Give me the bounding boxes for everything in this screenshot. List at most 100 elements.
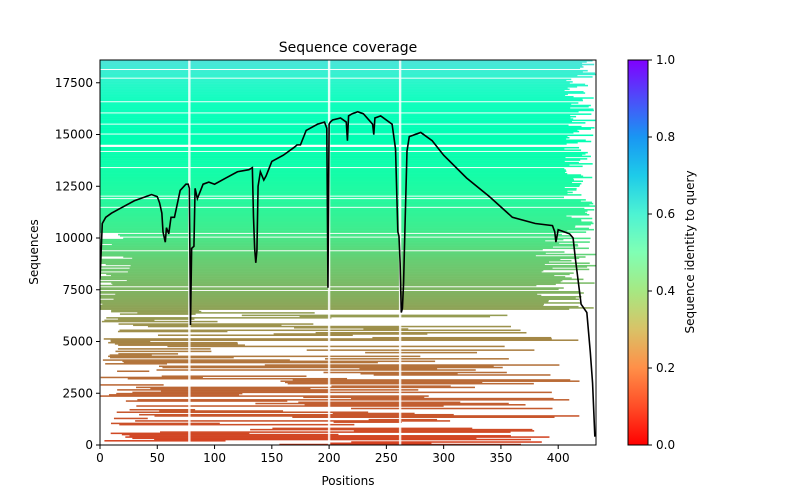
x-tick-label: 350 bbox=[489, 451, 512, 465]
coverage-row bbox=[100, 62, 583, 65]
coverage-row bbox=[136, 386, 475, 389]
coverage-row bbox=[113, 417, 148, 420]
coverage-row bbox=[100, 194, 582, 196]
coverage-row bbox=[299, 315, 491, 318]
coverage-row bbox=[100, 272, 574, 274]
coverage-row bbox=[105, 363, 168, 365]
coverage-row bbox=[118, 233, 562, 236]
coverage-row bbox=[100, 184, 580, 186]
coverage-row bbox=[255, 402, 509, 405]
x-axis-ticks: 0 50 100 150 200 250 300 350 400 bbox=[96, 445, 570, 465]
coverage-row bbox=[100, 204, 590, 206]
coverage-row bbox=[100, 238, 564, 241]
coverage-row bbox=[365, 351, 478, 354]
coverage-row bbox=[100, 241, 590, 243]
coverage-row bbox=[127, 271, 542, 273]
coverage-row bbox=[100, 130, 580, 133]
coverage-row bbox=[100, 191, 573, 194]
coverage-row bbox=[100, 72, 596, 74]
coverage-row bbox=[100, 299, 549, 302]
coverage-row bbox=[133, 324, 282, 327]
coverage-row bbox=[323, 371, 507, 374]
coverage-row bbox=[100, 268, 590, 271]
coverage-row bbox=[100, 122, 586, 124]
coverage-row bbox=[100, 94, 566, 97]
coverage-row bbox=[100, 168, 565, 170]
coverage-row bbox=[100, 81, 573, 83]
coverage-row bbox=[116, 411, 369, 414]
coverage-row bbox=[100, 93, 568, 96]
coverage-row bbox=[136, 405, 444, 407]
coverage-row bbox=[100, 217, 593, 220]
coverage-row bbox=[241, 314, 508, 317]
coverage-row bbox=[158, 365, 494, 368]
coverage-row bbox=[100, 277, 572, 279]
coverage-row bbox=[130, 264, 596, 267]
coverage-row bbox=[100, 174, 582, 176]
coverage-row bbox=[100, 292, 584, 294]
coverage-row bbox=[264, 364, 560, 366]
x-tick-label: 50 bbox=[150, 451, 165, 465]
coverage-row bbox=[160, 390, 331, 392]
coverage-row bbox=[162, 366, 503, 369]
coverage-row bbox=[112, 283, 556, 286]
coverage-row bbox=[100, 158, 588, 160]
coverage-row bbox=[100, 64, 583, 67]
coverage-row bbox=[116, 392, 243, 395]
y-axis-label: Sequences bbox=[27, 219, 41, 284]
chart-title: Sequence coverage bbox=[279, 40, 418, 56]
coverage-row bbox=[122, 360, 436, 363]
coverage-row bbox=[100, 125, 582, 128]
coverage-row bbox=[154, 438, 531, 441]
coverage-row bbox=[100, 115, 577, 118]
coverage-row bbox=[100, 97, 594, 99]
coverage-row bbox=[100, 240, 546, 242]
coverage-row bbox=[100, 137, 570, 139]
plot-frame bbox=[99, 59, 597, 446]
coverage-row bbox=[359, 368, 438, 370]
coverage-row bbox=[160, 431, 511, 433]
coverage-row bbox=[100, 66, 584, 68]
x-tick-label: 200 bbox=[318, 451, 341, 465]
coverage-row bbox=[100, 148, 565, 150]
coverage-row bbox=[360, 372, 458, 375]
coverage-row bbox=[100, 179, 575, 181]
coverage-row bbox=[111, 274, 555, 277]
colorbar-label: Sequence identity to query bbox=[683, 170, 697, 333]
y-tick-label: 5000 bbox=[62, 335, 93, 349]
coverage-row bbox=[372, 336, 552, 339]
coverage-row bbox=[100, 251, 565, 253]
coverage-row bbox=[118, 344, 245, 346]
coverage-row bbox=[100, 61, 587, 63]
coverage-row bbox=[119, 423, 355, 426]
coverage-row bbox=[272, 427, 473, 430]
coverage-row bbox=[100, 214, 590, 216]
y-tick-label: 7500 bbox=[62, 283, 93, 297]
coverage-row bbox=[110, 356, 234, 359]
coverage-row bbox=[104, 440, 226, 442]
coverage-row bbox=[100, 228, 594, 231]
coverage-row bbox=[100, 82, 570, 84]
coverage-row bbox=[108, 355, 421, 358]
coverage-row bbox=[100, 223, 591, 226]
coverage-row bbox=[159, 410, 284, 412]
coverage-row bbox=[100, 154, 583, 156]
coverage-row bbox=[100, 207, 585, 210]
coverage-row bbox=[117, 370, 150, 373]
coverage-row bbox=[100, 110, 579, 113]
coverage-row bbox=[100, 79, 567, 82]
coverage-row bbox=[115, 350, 212, 353]
coverage-row bbox=[100, 92, 586, 94]
coverage-row bbox=[100, 192, 568, 195]
coverage-row bbox=[139, 413, 454, 416]
coverage-row bbox=[100, 135, 568, 138]
coverage-row bbox=[129, 408, 196, 411]
coverage-row bbox=[100, 276, 566, 278]
coverage-row bbox=[100, 170, 567, 173]
coverage-row bbox=[100, 117, 571, 119]
coverage-row bbox=[315, 331, 527, 334]
coverage-line bbox=[100, 110, 596, 437]
coverage-row bbox=[273, 333, 428, 335]
coverage-row bbox=[100, 169, 566, 171]
coverage-row bbox=[100, 262, 590, 264]
